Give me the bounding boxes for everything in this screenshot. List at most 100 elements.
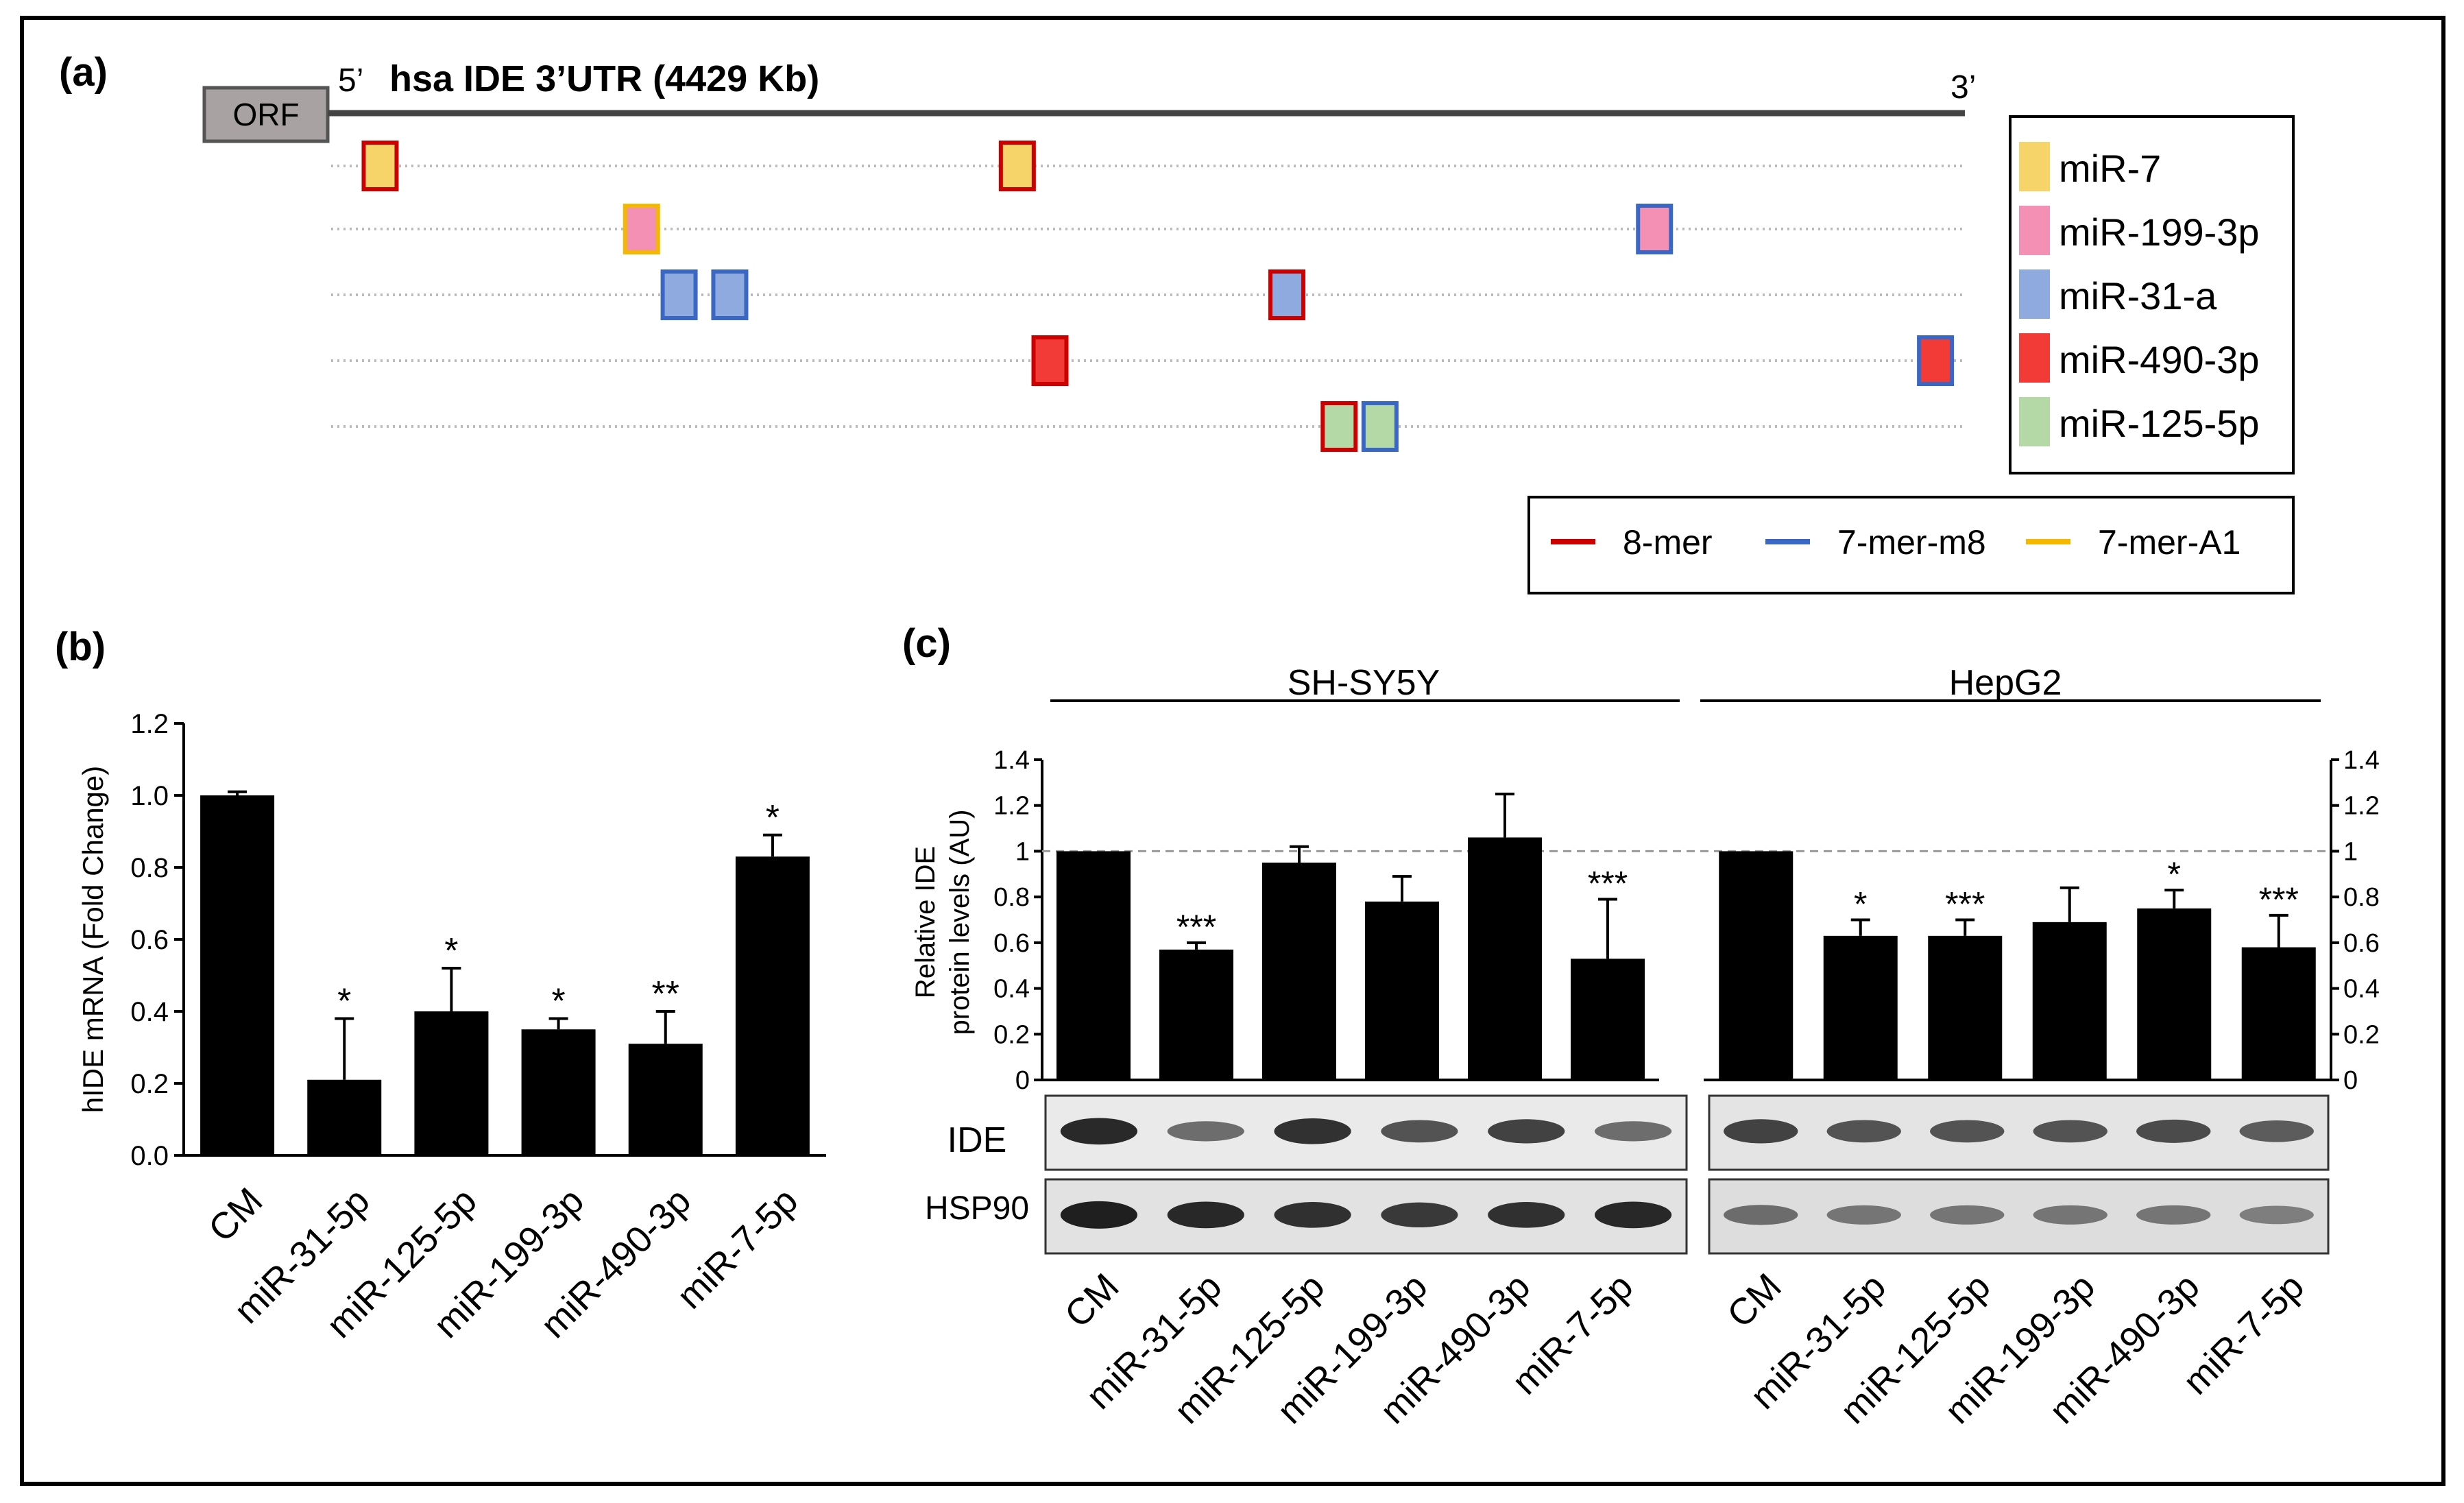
binding-site [660,269,698,320]
y-tick-label-c: 1.4 [993,746,1030,775]
legend-swatch [2019,142,2050,191]
figure-frame [20,16,2445,1486]
blot-band [1274,1202,1351,1228]
blot-band [1930,1120,2005,1143]
site-rows [331,165,1965,428]
bar-c [1468,837,1542,1080]
group-label-hepg2: HepG2 [1949,663,2062,703]
value-label-c: 0.57 [1171,1048,1222,1077]
blot-band [1930,1205,2005,1225]
mirna-legend-items: miR-7 miR-199-3p miR-31-a miR-490-3p miR-125… [2019,142,2260,446]
binding-site [998,141,1036,191]
bar-c [1719,851,1793,1080]
significance-b: * [551,982,565,1022]
site-type-legend [1527,496,2295,594]
significance-b: * [444,931,458,971]
y-tick-label-b: 0.6 [130,925,169,955]
y-tick-label-c: 1.2 [993,792,1030,821]
bar-c [2241,947,2316,1080]
five-prime-label: 5’ [338,62,363,99]
significance-c: * [1854,885,1867,924]
utr-title: hsa IDE 3’UTR (4429 Kb) [389,58,819,99]
bar-c [1823,935,1898,1080]
binding-site [623,204,660,254]
bar-b [307,1079,382,1155]
western-blots [1044,1094,2330,1255]
y-tick-label-b: 0.4 [130,997,169,1027]
blot-panel [1044,1178,1688,1255]
value-label-c: 0.68 [1835,1048,1886,1077]
value-label-c: 1 [1086,1048,1100,1077]
binding-site [711,269,749,320]
legend-mirna-label: miR-7 [2059,147,2161,190]
binding-site [361,141,399,191]
y-tick-label-b: 0.8 [130,853,169,883]
blot-band [1167,1201,1244,1229]
bar-c [1262,863,1336,1080]
y-tick-label-c: 0.6 [993,929,1030,958]
legend-site-type-label: 7-mer-A1 [2098,523,2240,562]
significance-c: * [2168,855,2181,893]
legend-mirna-label: miR-490-3p [2059,338,2260,381]
bar-b [414,1011,489,1155]
value-label-c: 0.94 [1274,1048,1325,1077]
legend-swatch [2019,333,2050,383]
value-label-c: 1 [1749,1048,1763,1077]
bar-c [2137,908,2212,1080]
blot-band [1826,1205,1901,1225]
panel-b: (b) 0.0 0.2 0.4 0.6 0.8 1.0 1.2 hIDE mRNA (Fold… [55,625,826,1346]
blot-band [1274,1118,1351,1144]
blot-band [1826,1120,1901,1143]
value-label-c: 0.52 [1582,1048,1633,1077]
binding-sites [361,141,1955,452]
significance-c: *** [2259,880,2299,919]
y-tick-label-c: 0.4 [993,975,1030,1004]
legend-swatch [2019,269,2050,319]
blot-band [2136,1119,2211,1143]
mirna-legend [2009,115,2295,474]
bar-b [628,1044,703,1155]
blot-panel [1708,1178,2330,1255]
y-tick-label-b: 0.2 [130,1069,169,1099]
blot-band [1724,1119,1798,1144]
y-tick-label-b: 1.2 [130,709,169,739]
y-tick-label-c: 0.2 [2343,1020,2380,1049]
chart-c: 0 0.2 0.4 0.6 0.8 1 1.2 1.4 0 0.2 0.4 0.6 0.8 1 1.2 1.4… [993,746,2380,1432]
chart-b: 0.0 0.2 0.4 0.6 0.8 1.0 1.2 hIDE mRNA (Fold Cha… [77,709,826,1346]
significance-b: * [337,982,351,1022]
bar-c [1571,959,1645,1080]
binding-site [1031,335,1069,386]
legend-mirna-label: miR-125-5p [2059,402,2260,445]
blot-band [2136,1205,2211,1225]
blot-band [1724,1205,1798,1225]
significance-b: ** [652,974,679,1014]
bar-b [200,795,275,1155]
blot-band [1167,1121,1244,1142]
y-tick-label-c: 1.4 [2343,746,2380,775]
bar-c [1159,949,1233,1080]
value-label-c: 0.77 [1377,1048,1427,1077]
legend-mirna-label: miR-31-a [2059,274,2217,317]
bar-c [1365,901,1439,1080]
value-label-c: 0.68 [1940,1048,1990,1077]
legend-swatch [2019,206,2050,255]
y-tick-label-c: 0.4 [2343,975,2380,1004]
significance-c: *** [1176,908,1216,946]
binding-site [1361,401,1399,452]
y-tick-label-c: 0.8 [993,883,1030,912]
three-prime-label: 3’ [1950,69,1976,106]
significance-c: *** [1945,885,1985,924]
blot-band [1488,1119,1565,1144]
blot-label-hsp90: HSP90 [925,1190,1029,1227]
y-tick-label-c: 1.2 [2343,792,2380,821]
y-axis-label-b: hIDE mRNA (Fold Change) [77,766,109,1114]
significance-b: * [766,798,780,838]
blot-band [1594,1121,1672,1142]
binding-site [1268,269,1306,320]
orf-box [202,86,330,143]
y-tick-label-c: 0.2 [993,1020,1030,1049]
y-tick-label-c: 1 [2343,837,2358,866]
y-tick-label-c: 0 [2343,1066,2358,1095]
blot-panel [1708,1094,2330,1171]
